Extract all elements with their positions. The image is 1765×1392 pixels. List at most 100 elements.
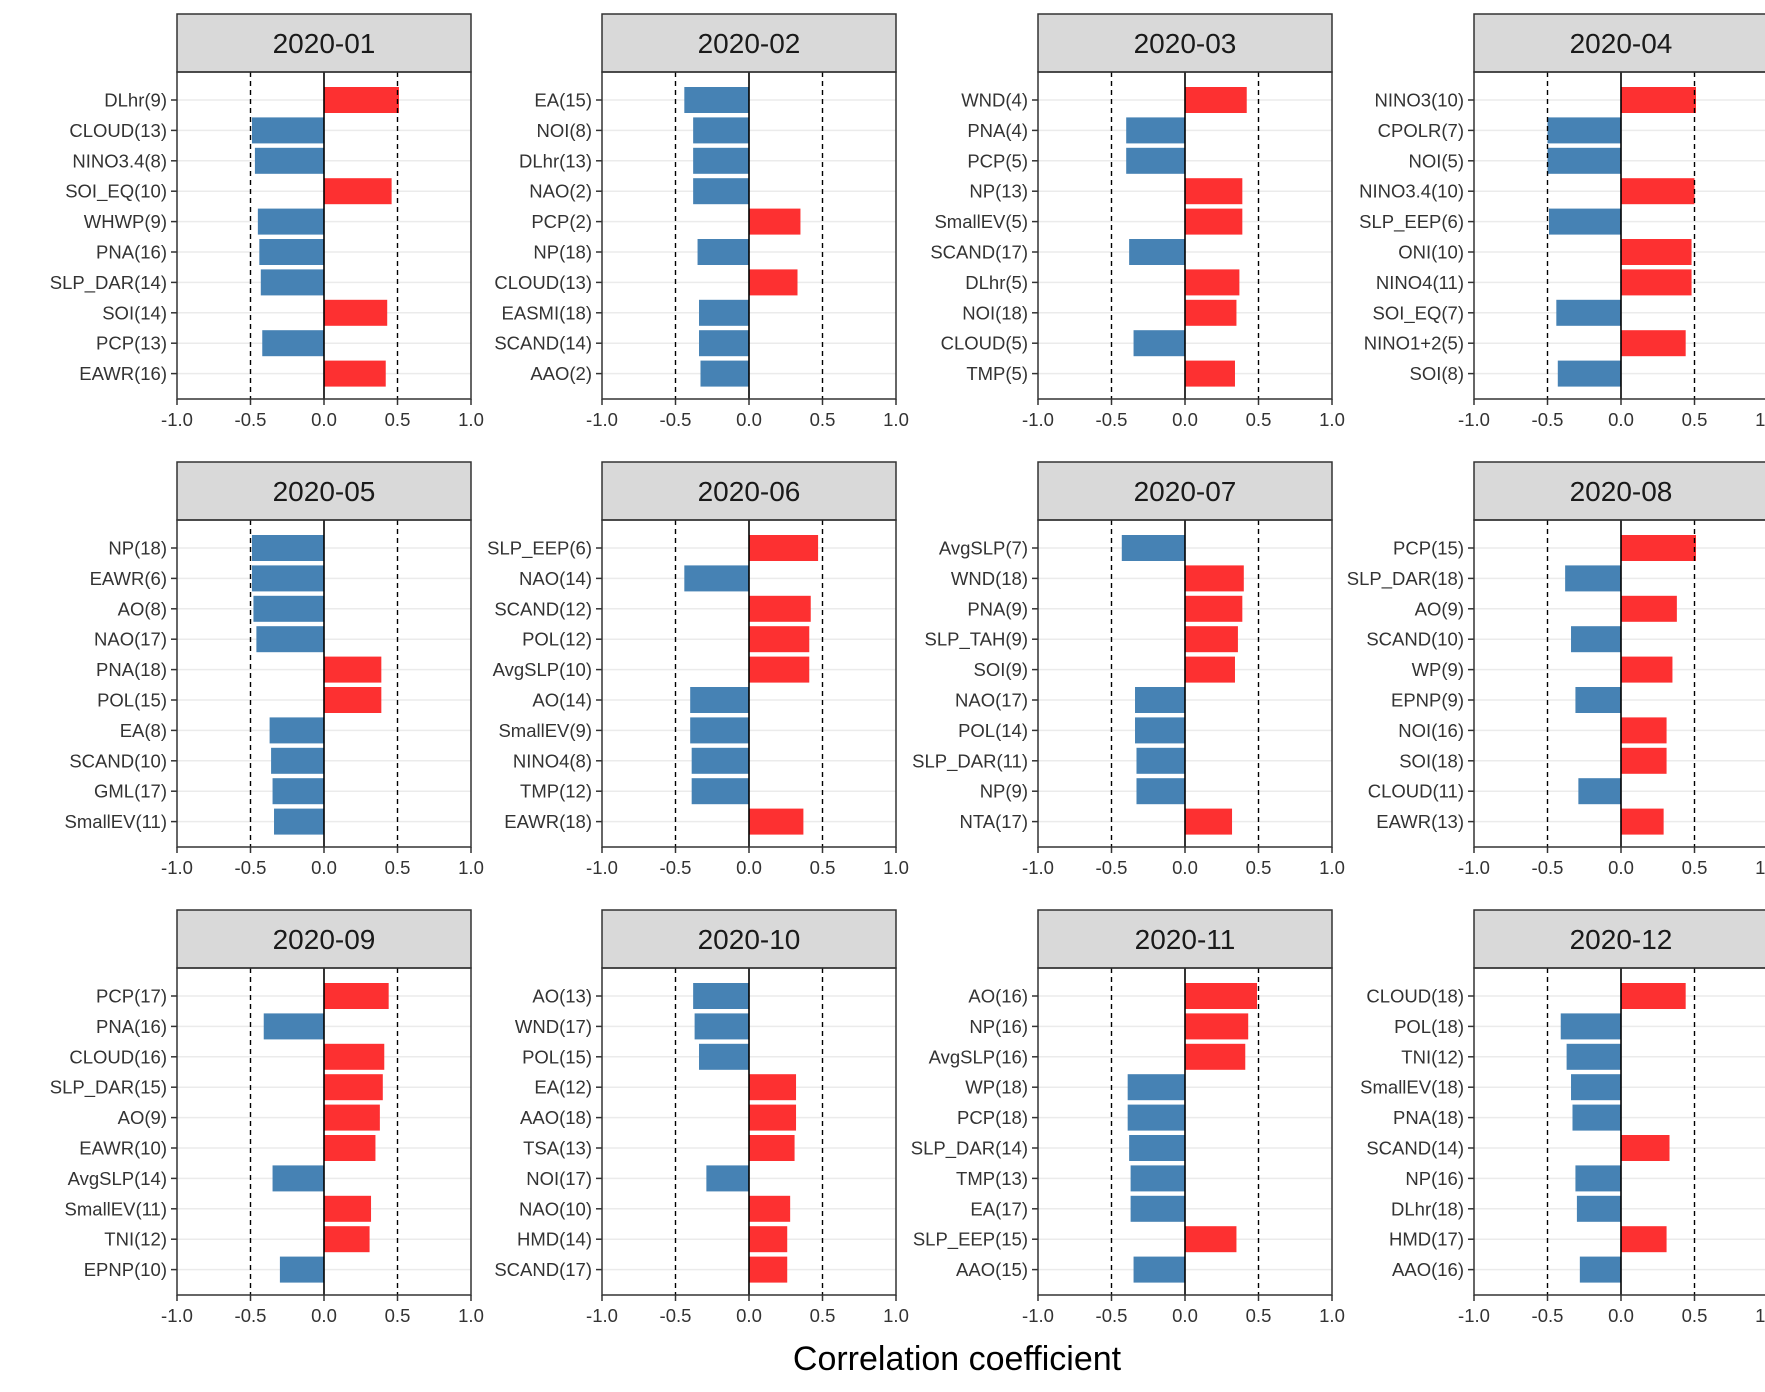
panel-title: 2020-07 (1134, 476, 1237, 507)
panel-title: 2020-01 (273, 28, 376, 59)
x-tick-label: -1.0 (586, 409, 618, 430)
x-tick-label: 0.0 (736, 857, 762, 878)
y-tick-label: NINO1+2(5) (1364, 333, 1464, 354)
x-tick-label: 0.0 (736, 1305, 762, 1326)
x-tick-label: 0.0 (736, 409, 762, 430)
bar-EPNP(10) (279, 1256, 324, 1283)
x-tick-label: 0.5 (1682, 1305, 1708, 1326)
bar-PNA(18) (324, 656, 382, 683)
x-tick-label: -1.0 (586, 1305, 618, 1326)
bar-AAO(16) (1579, 1256, 1621, 1283)
y-tick-label: SOI_EQ(7) (1373, 302, 1465, 324)
y-tick-label: NAO(17) (94, 629, 167, 650)
y-tick-label: AO(8) (118, 598, 167, 619)
bar-NAO(17) (256, 626, 324, 653)
bar-POL(15) (324, 687, 382, 713)
panel-2020-05: 2020-05 NP(18) EAWR(6) AO(8) NAO(17) PNA(18) P… (65, 461, 484, 878)
bar-WND(4) (1185, 87, 1247, 113)
bar-CLOUD(13) (251, 117, 324, 144)
y-tick-label: SmallEV(5) (934, 211, 1028, 232)
y-tick-label: AO(9) (118, 1107, 167, 1128)
bar-POL(15) (699, 1043, 749, 1070)
y-tick-label: TMP(5) (966, 363, 1028, 384)
x-tick-label: -1.0 (1458, 1305, 1490, 1326)
panel-strip (176, 13, 472, 73)
bar-AvgSLP(7) (1121, 535, 1185, 561)
bar-CLOUD(13) (749, 269, 798, 296)
y-tick-label: SCAND(10) (69, 750, 167, 771)
bar-NP(16) (1185, 1013, 1249, 1040)
bar-SmallEV(5) (1185, 208, 1243, 235)
bar-NINO3.4(8) (254, 147, 324, 174)
bar-SOI(8) (1557, 360, 1621, 387)
bar-PCP(15) (1621, 535, 1696, 561)
y-tick-label: SOI(9) (974, 659, 1028, 680)
y-tick-label: NP(13) (969, 181, 1028, 202)
bar-AO(16) (1185, 983, 1258, 1009)
bar-WND(17) (694, 1013, 749, 1040)
bar-CPOLR(7) (1547, 117, 1621, 144)
y-tick-label: POL(15) (97, 690, 167, 711)
y-tick-label: EPNP(9) (1391, 690, 1464, 711)
bar-PNA(16) (263, 1013, 324, 1040)
y-tick-label: SLP_DAR(14) (911, 1138, 1028, 1160)
x-tick-label: -1.0 (586, 857, 618, 878)
y-tick-label: SmallEV(18) (1360, 1077, 1464, 1098)
y-tick-label: NAO(10) (519, 1198, 592, 1219)
y-tick-label: NOI(17) (526, 1168, 592, 1189)
y-tick-label: NP(16) (969, 1016, 1028, 1037)
bar-SOI_EQ(10) (324, 178, 392, 205)
y-tick-label: NINO4(11) (1376, 272, 1464, 293)
y-tick-label: NINO3.4(10) (1359, 181, 1464, 202)
y-tick-label: DLhr(18) (1391, 1198, 1464, 1219)
panel-title: 2020-04 (1570, 28, 1673, 59)
x-tick-label: 0.0 (311, 857, 337, 878)
x-tick-label: -0.5 (660, 857, 692, 878)
y-tick-label: TNI(12) (1401, 1046, 1464, 1067)
x-tick-label: -1.0 (161, 409, 193, 430)
y-tick-label: AAO(15) (956, 1259, 1028, 1280)
y-tick-label: TNI(12) (104, 1229, 167, 1250)
x-tick-label: 0.0 (1172, 1305, 1198, 1326)
bar-NINO1+2(5) (1621, 330, 1686, 357)
bar-SCAND(17) (1129, 239, 1185, 265)
bar-SOI_EQ(7) (1556, 299, 1621, 326)
y-tick-label: SLP_DAR(14) (50, 272, 167, 294)
bar-CLOUD(18) (1621, 983, 1686, 1009)
bar-SCAND(12) (749, 595, 811, 622)
bar-SLP_EEP(15) (1185, 1226, 1237, 1253)
y-tick-label: NOI(8) (537, 120, 593, 141)
y-tick-label: SCAND(14) (1366, 1138, 1464, 1159)
y-tick-label: NINO3.4(8) (72, 150, 167, 171)
y-tick-label: NAO(14) (519, 568, 592, 589)
y-tick-label: CLOUD(13) (69, 120, 167, 141)
bar-NP(16) (1575, 1165, 1621, 1192)
y-tick-label: WP(18) (965, 1077, 1028, 1098)
panel-2020-09: 2020-09 PCP(17) PNA(16) CLOUD(16) SLP_DAR(15… (50, 909, 484, 1326)
y-tick-label: TMP(13) (956, 1168, 1028, 1189)
x-tick-label: 1.0 (458, 857, 484, 878)
panel-title: 2020-03 (1134, 28, 1237, 59)
y-tick-label: CLOUD(5) (941, 333, 1028, 354)
bar-NOI(16) (1621, 717, 1667, 744)
y-tick-label: PNA(9) (967, 598, 1028, 619)
bar-EAWR(16) (324, 360, 386, 387)
panel-2020-11: 2020-11 AO(16) NP(16) AvgSLP(16) WP(18) PCP(1… (911, 909, 1345, 1326)
y-tick-label: AAO(16) (1392, 1259, 1464, 1280)
y-tick-label: AO(14) (532, 690, 592, 711)
bar-DLhr(13) (693, 147, 749, 174)
bar-PNA(18) (1572, 1104, 1621, 1131)
bar-SCAND(14) (699, 330, 749, 357)
x-tick-label: -0.5 (1096, 857, 1128, 878)
bar-DLhr(18) (1576, 1195, 1621, 1222)
y-tick-label: SmallEV(11) (65, 1198, 167, 1219)
x-tick-label: 0.0 (311, 409, 337, 430)
x-tick-label: 0.5 (1246, 857, 1272, 878)
x-tick-label: -0.5 (1532, 409, 1564, 430)
y-tick-label: SCAND(12) (494, 598, 592, 619)
bar-PCP(5) (1126, 147, 1185, 174)
y-tick-label: ONI(10) (1398, 242, 1464, 263)
bar-PCP(2) (749, 208, 801, 235)
x-tick-label: 0.0 (1608, 1305, 1634, 1326)
panel-title: 2020-12 (1570, 924, 1673, 955)
